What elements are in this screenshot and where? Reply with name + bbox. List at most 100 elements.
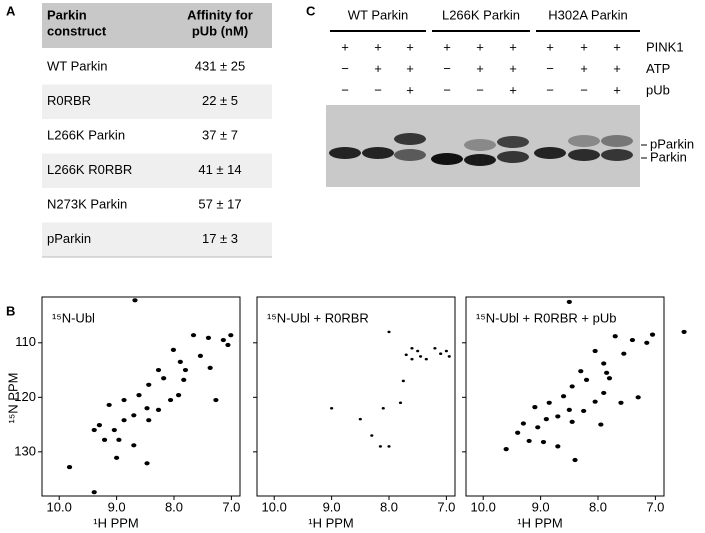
peak bbox=[532, 405, 538, 410]
spectrum-title: ¹⁵N-Ubl + R0RBR + pUb bbox=[476, 310, 617, 325]
peak bbox=[566, 407, 572, 412]
peak bbox=[213, 397, 219, 403]
table-cell: R0RBR bbox=[47, 93, 91, 108]
peak bbox=[220, 337, 226, 343]
sign: + bbox=[476, 39, 484, 54]
x-tick-label: 7.0 bbox=[437, 499, 455, 514]
header-cell: Affinity for bbox=[187, 7, 253, 22]
peak bbox=[132, 298, 138, 303]
panel-label: C bbox=[306, 3, 316, 18]
peak bbox=[644, 340, 650, 345]
sign: − bbox=[443, 61, 451, 76]
peak bbox=[136, 393, 142, 398]
sign: + bbox=[509, 61, 517, 76]
sign: + bbox=[613, 61, 621, 76]
peak bbox=[131, 413, 137, 418]
peak bbox=[581, 408, 587, 414]
peak bbox=[572, 457, 578, 463]
table-cell: L266K Parkin bbox=[47, 127, 125, 142]
peak bbox=[555, 414, 561, 419]
peak bbox=[131, 443, 137, 448]
gel-band bbox=[601, 149, 633, 161]
table-cell: L266K R0RBR bbox=[47, 162, 132, 177]
x-tick-label: 10.0 bbox=[47, 499, 72, 514]
peak bbox=[370, 434, 374, 437]
x-tick-label: 8.0 bbox=[165, 499, 183, 514]
panel-label: A bbox=[6, 3, 16, 18]
sign: + bbox=[443, 39, 451, 54]
peak bbox=[444, 349, 448, 353]
peak bbox=[583, 377, 590, 382]
x-tick-label: 9.0 bbox=[532, 499, 550, 514]
peak bbox=[410, 357, 414, 361]
table-cell: 57 ± 17 bbox=[198, 196, 241, 211]
header-cell: pUb (nM) bbox=[192, 23, 248, 38]
y-axis-label: ¹⁵N PPM bbox=[5, 373, 20, 424]
spectrum-frame bbox=[41, 296, 241, 497]
peak bbox=[197, 353, 203, 358]
peak bbox=[96, 423, 102, 428]
gel-band bbox=[362, 147, 394, 159]
peak bbox=[182, 367, 189, 373]
sign: + bbox=[580, 39, 588, 54]
x-tick-label: 9.0 bbox=[323, 499, 341, 514]
table-cell: 22 ± 5 bbox=[202, 93, 238, 108]
peak bbox=[190, 333, 197, 338]
peak bbox=[91, 490, 97, 495]
peak bbox=[398, 401, 403, 405]
peak bbox=[649, 332, 656, 337]
gel-band bbox=[601, 135, 633, 147]
peak bbox=[91, 427, 97, 433]
gel-band bbox=[568, 135, 600, 147]
sign: + bbox=[374, 39, 382, 54]
peak bbox=[228, 333, 234, 338]
peak bbox=[635, 395, 641, 400]
sign: + bbox=[613, 39, 621, 54]
peak bbox=[439, 352, 443, 355]
x-tick-label: 9.0 bbox=[108, 499, 126, 514]
peak bbox=[101, 437, 108, 442]
row-bg bbox=[42, 153, 272, 188]
sign: − bbox=[546, 82, 554, 97]
row-label: PINK1 bbox=[646, 39, 684, 54]
band-label: Parkin bbox=[650, 149, 687, 164]
gel-band bbox=[497, 151, 529, 163]
sign: + bbox=[406, 61, 414, 76]
sign: + bbox=[341, 39, 349, 54]
peak bbox=[601, 361, 607, 366]
sign: + bbox=[406, 82, 414, 97]
gel-band bbox=[431, 153, 463, 165]
peak bbox=[144, 406, 150, 411]
header-cell: Parkin bbox=[47, 7, 87, 22]
peak bbox=[106, 402, 112, 408]
y-tick-label: 110 bbox=[15, 334, 36, 349]
peak bbox=[629, 337, 636, 343]
peak bbox=[612, 334, 618, 339]
sign: − bbox=[580, 82, 588, 97]
peak bbox=[503, 447, 509, 452]
peak bbox=[424, 357, 428, 361]
peak bbox=[535, 425, 541, 430]
peak bbox=[170, 347, 177, 352]
peak bbox=[520, 421, 526, 426]
peak bbox=[181, 377, 187, 382]
x-tick-label: 8.0 bbox=[380, 499, 398, 514]
peak bbox=[418, 355, 423, 358]
band-label: pParkin bbox=[650, 136, 694, 151]
table-cell: pParkin bbox=[47, 231, 91, 246]
sign: − bbox=[341, 82, 349, 97]
peak bbox=[381, 406, 385, 410]
y-tick-label: 120 bbox=[14, 389, 36, 404]
row-label: pUb bbox=[646, 82, 670, 97]
peak bbox=[569, 419, 575, 424]
table-cell: 41 ± 14 bbox=[198, 162, 241, 177]
sign: + bbox=[546, 39, 554, 54]
peak bbox=[606, 376, 613, 381]
peak bbox=[598, 422, 604, 427]
peak bbox=[578, 369, 584, 374]
sign: − bbox=[546, 61, 554, 76]
peak bbox=[205, 335, 212, 340]
x-tick-label: 8.0 bbox=[589, 499, 607, 514]
peak bbox=[604, 370, 610, 375]
peak bbox=[358, 417, 362, 421]
